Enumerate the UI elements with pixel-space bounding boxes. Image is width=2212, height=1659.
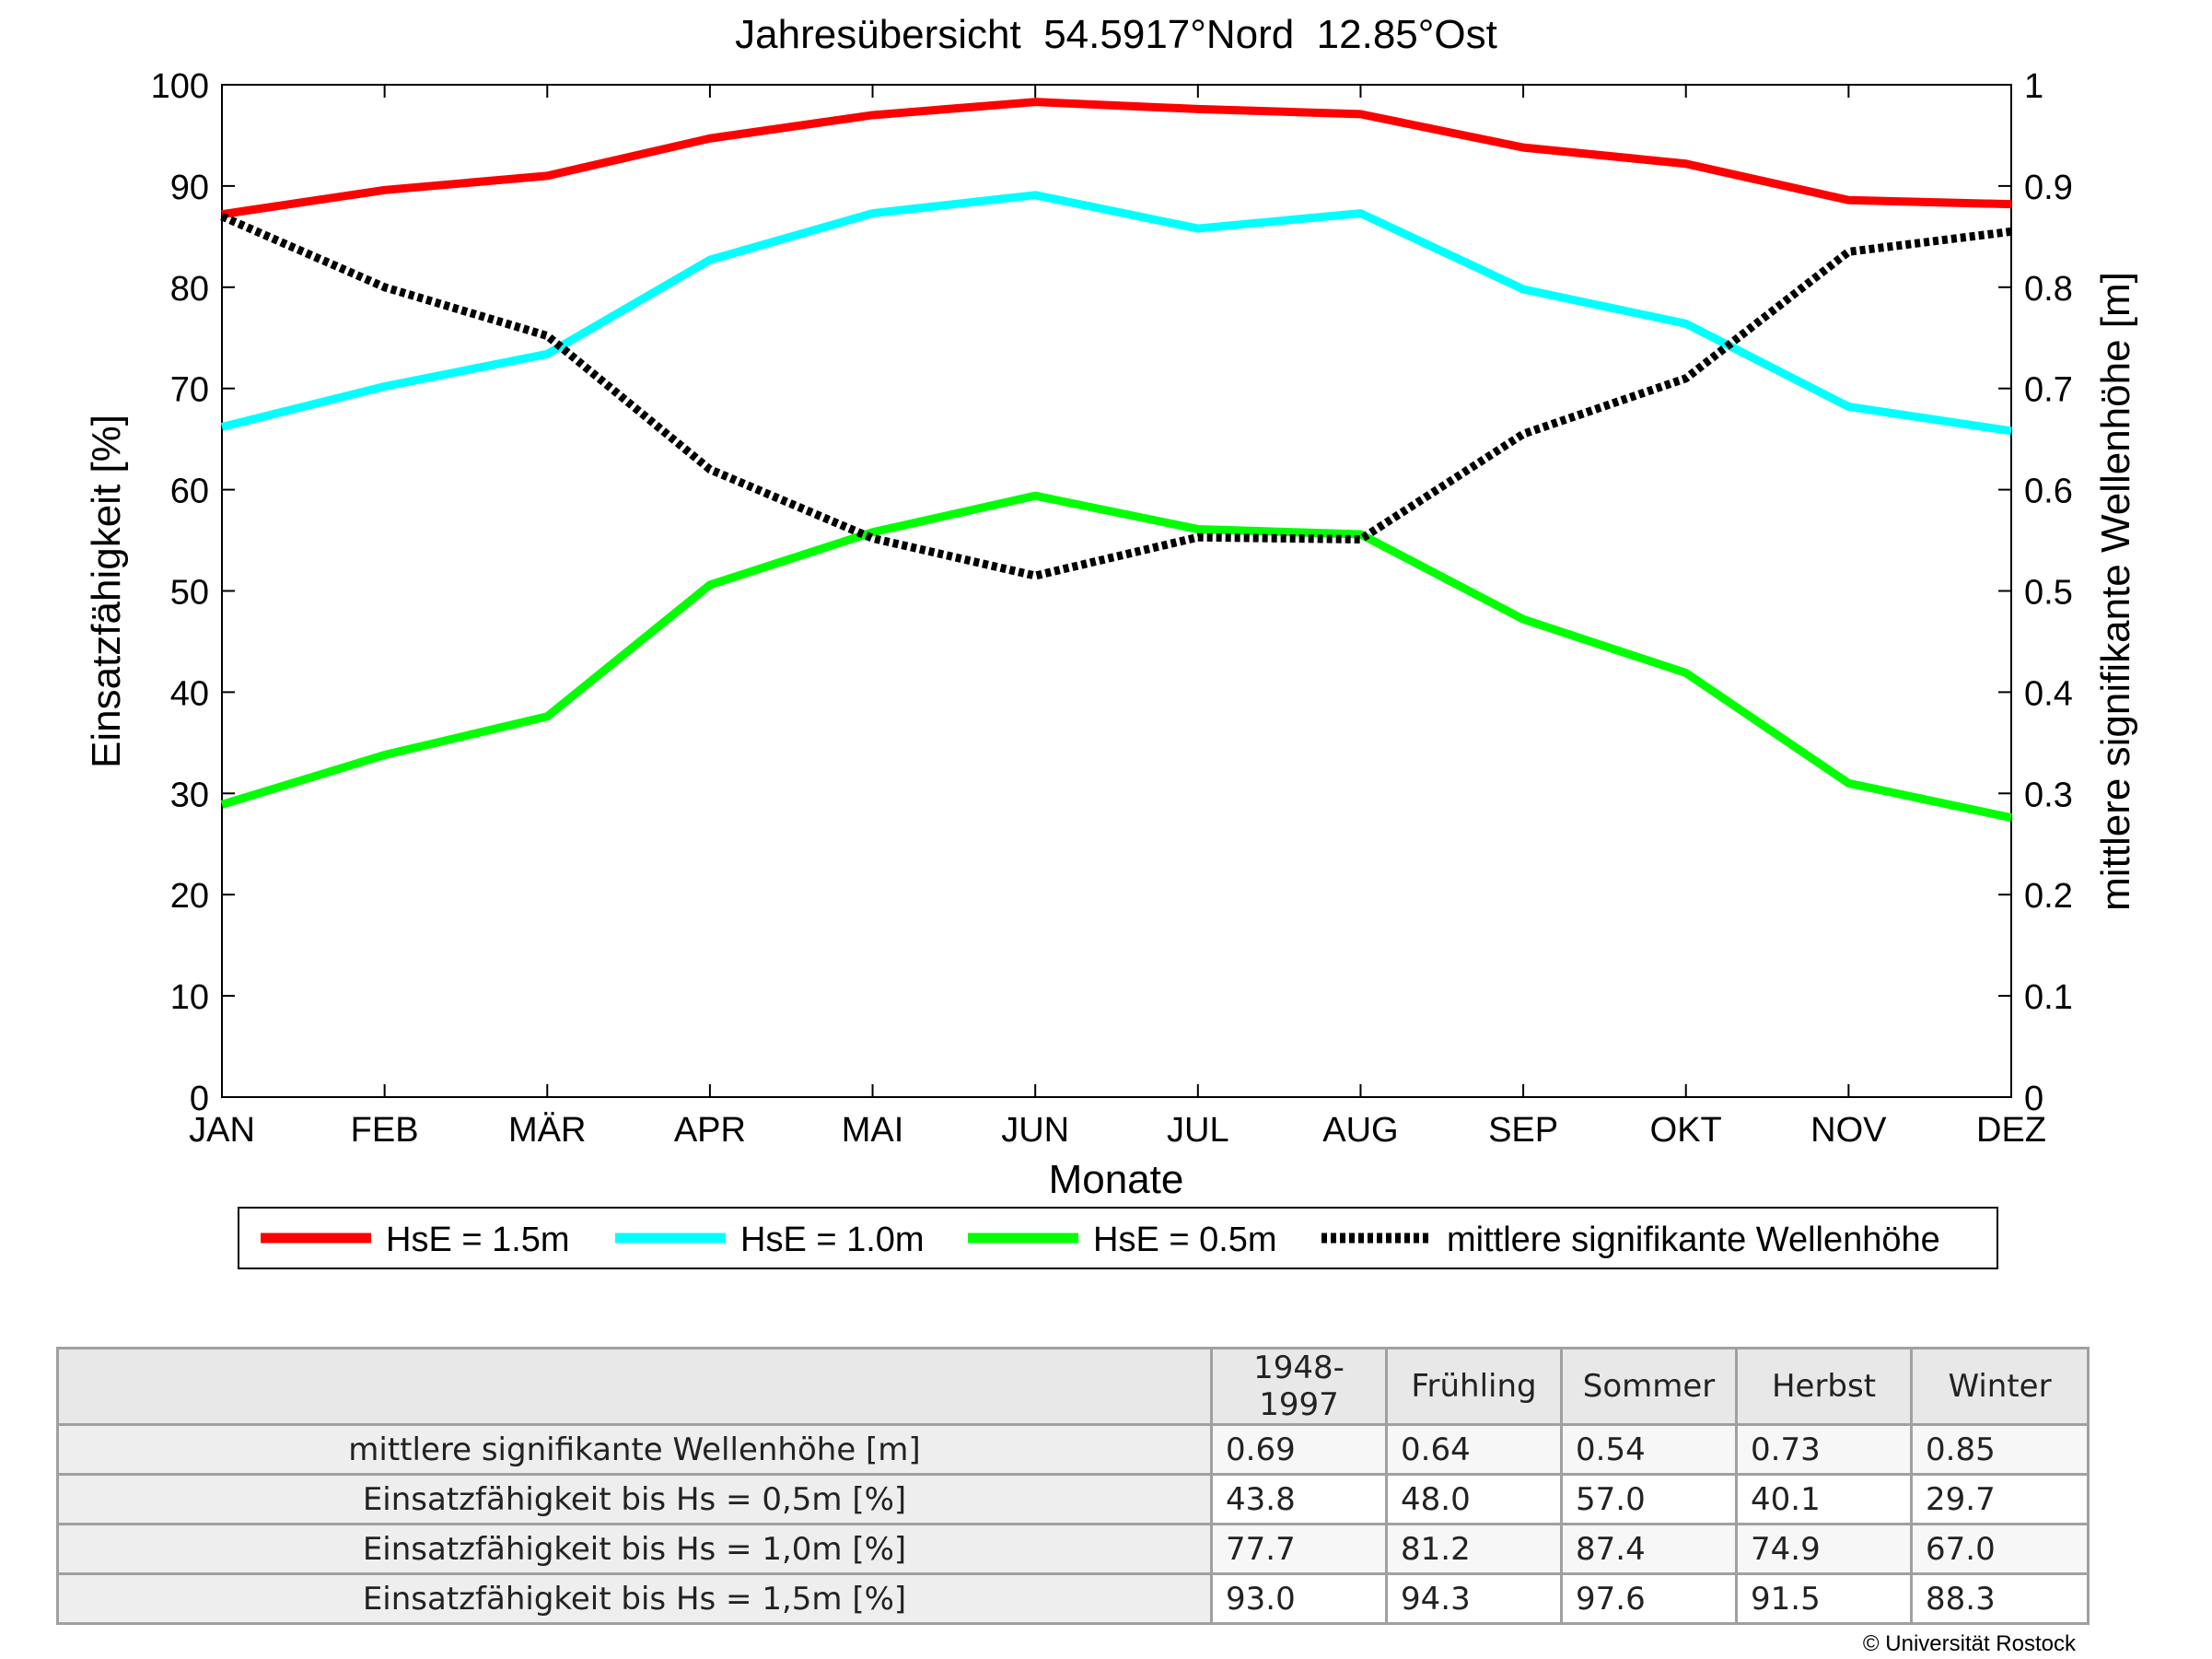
y-tick-label: 0 xyxy=(190,1080,209,1118)
x-tick-label: JAN xyxy=(189,1111,255,1150)
table-cell: 97.6 xyxy=(1560,1572,1738,1625)
x-tick-label: JUL xyxy=(1167,1111,1229,1150)
row-label: Einsatzfähigkeit bis Hs = 1,5m [%] xyxy=(56,1572,1213,1625)
table-cell: 29.7 xyxy=(1910,1473,2090,1525)
legend-label: mittlere signifikante Wellenhöhe xyxy=(1447,1221,1940,1259)
table-row: Einsatzfähigkeit bis Hs = 1,0m [%] 77.7 … xyxy=(56,1523,2090,1575)
table-cell: 0.85 xyxy=(1910,1423,2090,1476)
table-row: mittlere signifikante Wellenhöhe [m] 0.6… xyxy=(56,1423,2090,1476)
table-header-cell: 1948-1997 xyxy=(1210,1347,1388,1426)
table-cell: 48.0 xyxy=(1385,1473,1563,1525)
table-cell: 93.0 xyxy=(1210,1572,1388,1625)
y-tick-label: 90 xyxy=(170,169,209,207)
table-cell: 40.1 xyxy=(1735,1473,1913,1525)
y2-tick-label: 0.1 xyxy=(2024,978,2073,1017)
plot-area-frame xyxy=(221,84,2012,1098)
copyright-notice: © Universität Rostock xyxy=(1862,1631,2076,1656)
table-cell: 0.73 xyxy=(1735,1423,1913,1476)
chart-title: Jahresübersicht 54.5917°Nord 12.85°Ost xyxy=(735,12,1497,57)
row-label: mittlere signifikante Wellenhöhe [m] xyxy=(56,1423,1213,1476)
series-layer xyxy=(220,98,2012,823)
y-tick-label: 30 xyxy=(170,776,209,814)
table-cell: 91.5 xyxy=(1735,1572,1913,1625)
x-tick-label: NOV xyxy=(1810,1111,1887,1150)
y-axis-label-left: Einsatzfähigkeit [%] xyxy=(84,415,129,768)
legend-label: HsE = 1.5m xyxy=(386,1221,570,1259)
table-cell: 43.8 xyxy=(1210,1473,1388,1525)
table-cell: 0.64 xyxy=(1385,1423,1563,1476)
ticks-layer: 0 10 20 30 40 50 60 70 80 90 100 0 0.1 0.2 0.3 0.4 0.5 0.… xyxy=(151,67,2073,1150)
x-tick-label: DEZ xyxy=(1976,1111,2046,1150)
y-tick-label: 100 xyxy=(151,67,209,106)
table-cell: 88.3 xyxy=(1910,1572,2090,1625)
y2-tick-label: 0.4 xyxy=(2024,674,2073,713)
table-cell: 81.2 xyxy=(1385,1523,1563,1575)
x-tick-label: MÄR xyxy=(508,1111,586,1150)
table-cell: 0.69 xyxy=(1210,1423,1388,1476)
y2-tick-label: 0.7 xyxy=(2024,371,2073,410)
x-axis-label: Monate xyxy=(1049,1157,1184,1202)
table-header-cell: Herbst xyxy=(1735,1347,1913,1426)
table-cell: 74.9 xyxy=(1735,1523,1913,1575)
legend-label: HsE = 1.0m xyxy=(740,1221,925,1259)
x-tick-label: APR xyxy=(674,1111,746,1150)
table-cell: 87.4 xyxy=(1560,1523,1738,1575)
y-tick-label: 20 xyxy=(170,877,209,916)
table-cell: 67.0 xyxy=(1910,1523,2090,1575)
y2-tick-label: 0.6 xyxy=(2024,473,2073,511)
series-line xyxy=(220,491,2012,823)
table-cell: 94.3 xyxy=(1385,1572,1563,1625)
x-tick-label: JUN xyxy=(1001,1111,1069,1150)
y-tick-label: 80 xyxy=(170,270,209,309)
table-row: Einsatzfähigkeit bis Hs = 0,5m [%] 43.8 … xyxy=(56,1473,2090,1525)
y-tick-label: 40 xyxy=(170,674,209,713)
y2-tick-label: 0.8 xyxy=(2024,270,2073,309)
stats-table: 1948-1997 Frühling Sommer Herbst Winter … xyxy=(56,1347,2090,1625)
table-header-cell: Winter xyxy=(1910,1347,2090,1426)
y2-tick-label: 0.5 xyxy=(2024,574,2073,613)
legend: HsE = 1.5m HsE = 1.0m HsE = 0.5m mittlere s… xyxy=(238,1207,1998,1269)
x-tick-label: FEB xyxy=(351,1111,419,1150)
x-tick-label: AUG xyxy=(1322,1111,1398,1150)
y-axis-label-right: mittlere signifikante Wellenhöhe [m] xyxy=(2093,272,2138,911)
row-label: Einsatzfähigkeit bis Hs = 0,5m [%] xyxy=(56,1473,1213,1525)
table-header-cell xyxy=(56,1347,1213,1426)
series-line xyxy=(221,98,2012,219)
series-line xyxy=(220,212,2012,580)
y-tick-label: 60 xyxy=(170,473,209,511)
y2-tick-label: 0 xyxy=(2024,1080,2043,1118)
series-line xyxy=(220,191,2012,436)
table-cell: 77.7 xyxy=(1210,1523,1388,1575)
y-tick-label: 10 xyxy=(170,978,209,1017)
x-tick-label: SEP xyxy=(1488,1111,1558,1150)
table-header-cell: Sommer xyxy=(1560,1347,1738,1426)
y2-tick-label: 0.3 xyxy=(2024,776,2073,814)
y2-tick-label: 0.9 xyxy=(2024,169,2073,207)
table-header-cell: Frühling xyxy=(1385,1347,1563,1426)
table-row: Einsatzfähigkeit bis Hs = 1,5m [%] 93.0 … xyxy=(56,1572,2090,1625)
table-cell: 0.54 xyxy=(1560,1423,1738,1476)
table-cell: 57.0 xyxy=(1560,1473,1738,1525)
x-tick-label: OKT xyxy=(1650,1111,1722,1150)
legend-label: HsE = 0.5m xyxy=(1093,1221,1277,1259)
y-tick-label: 70 xyxy=(170,371,209,410)
y2-tick-label: 0.2 xyxy=(2024,877,2073,916)
legend-frame xyxy=(238,1207,1998,1269)
x-tick-label: MAI xyxy=(842,1111,904,1150)
table-header-row: 1948-1997 Frühling Sommer Herbst Winter xyxy=(56,1347,2090,1426)
row-label: Einsatzfähigkeit bis Hs = 1,0m [%] xyxy=(56,1523,1213,1575)
y-tick-label: 50 xyxy=(170,574,209,613)
y2-tick-label: 1 xyxy=(2024,67,2043,106)
